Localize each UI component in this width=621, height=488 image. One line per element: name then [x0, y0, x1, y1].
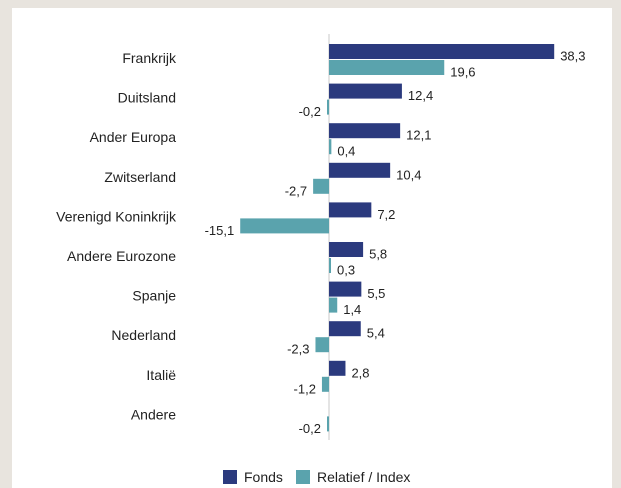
data-label: 5,8	[369, 247, 387, 262]
fonds-bar	[329, 123, 401, 139]
data-label: -2,7	[285, 183, 307, 198]
bar-chart: Frankrijk 38,3 19,6 Duitsland 12,4 -0,2 Ander …	[56, 34, 586, 485]
fonds-bar	[329, 281, 362, 297]
category-label: Frankrijk	[122, 50, 177, 66]
data-label: 2,8	[351, 365, 369, 380]
category-label: Nederland	[111, 327, 176, 343]
category-label: Spanje	[132, 288, 176, 304]
data-label: 5,4	[367, 326, 385, 341]
legend-label-relatief: Relatief / Index	[317, 469, 410, 485]
category-label: Verenigd Koninkrijk	[56, 208, 177, 224]
category-label: Andere	[131, 406, 176, 422]
legend-swatch-relatief	[296, 470, 310, 484]
fonds-bar	[329, 242, 364, 257]
relatief-bar	[313, 178, 329, 194]
data-label: -0,2	[299, 104, 321, 119]
data-label: 5,5	[367, 286, 385, 301]
relatief-bar	[240, 218, 329, 234]
category-label: Zwitserland	[104, 169, 176, 185]
fonds-bar	[329, 162, 391, 178]
data-label: 0,4	[337, 144, 355, 159]
relatief-bar	[315, 337, 329, 353]
relatief-bar	[327, 99, 329, 115]
data-label: -0,2	[299, 421, 321, 436]
legend-swatch-fonds	[223, 470, 237, 484]
data-label: -15,1	[205, 223, 235, 238]
relatief-bar	[329, 60, 445, 75]
category-label: Andere Eurozone	[67, 248, 176, 264]
category-label: Duitsland	[118, 90, 176, 106]
fonds-bar	[329, 202, 372, 218]
data-label: 10,4	[396, 167, 421, 182]
data-label: 12,4	[408, 88, 433, 103]
data-label: 7,2	[377, 207, 395, 222]
fonds-bar	[329, 44, 555, 59]
data-label: -2,3	[287, 342, 309, 357]
data-label: -1,2	[294, 381, 316, 396]
relatief-bar	[321, 376, 329, 392]
relatief-bar	[329, 139, 332, 155]
data-label: 38,3	[560, 49, 585, 64]
data-label: 1,4	[343, 302, 361, 317]
chart-card: Frankrijk 38,3 19,6 Duitsland 12,4 -0,2 Ander …	[12, 8, 612, 488]
category-label: Ander Europa	[90, 129, 177, 145]
fonds-bar	[329, 83, 402, 99]
data-label: 12,1	[406, 128, 431, 143]
category-label: Italië	[146, 367, 176, 383]
relatief-bar	[329, 258, 331, 273]
data-label: 19,6	[450, 65, 475, 80]
legend-label-fonds: Fonds	[244, 469, 283, 485]
fonds-bar	[329, 360, 346, 376]
relatief-bar	[329, 297, 338, 313]
data-label: 0,3	[337, 263, 355, 278]
fonds-bar	[329, 321, 361, 337]
relatief-bar	[327, 416, 329, 432]
